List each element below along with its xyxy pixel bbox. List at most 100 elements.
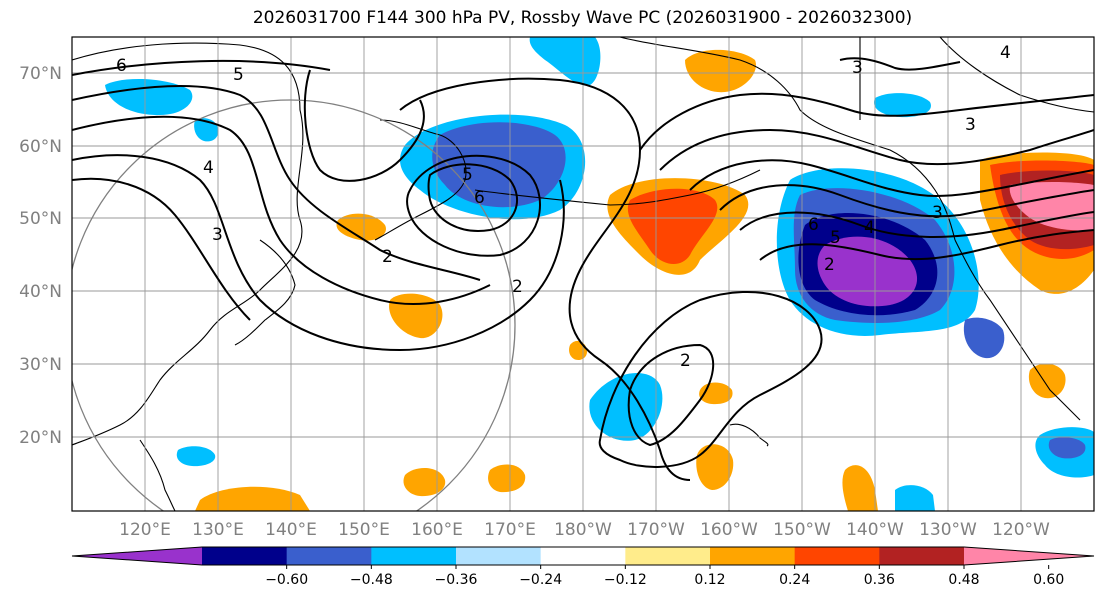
- lon-label: 180°W: [554, 520, 612, 540]
- shade-negative-small-5: [963, 317, 1005, 359]
- shade-negative-small-2: [105, 78, 193, 116]
- pv-contour: [719, 184, 1094, 218]
- lon-label: 120°W: [992, 520, 1050, 540]
- contour-label: 4: [203, 158, 214, 178]
- lon-label: 150°W: [773, 520, 831, 540]
- pv-contour: [399, 77, 691, 481]
- colorbar-tick-label: 0.24: [779, 572, 810, 588]
- lon-label: 170°W: [627, 520, 685, 540]
- lat-label: 40°N: [19, 282, 62, 302]
- pv-contour: [739, 211, 1094, 238]
- coastline-aleutians: [474, 169, 761, 206]
- lat-label: 60°N: [19, 137, 62, 157]
- shade-negative-small-1: [589, 373, 663, 441]
- reference-circle: [72, 99, 516, 511]
- lon-label: 170°E: [484, 520, 536, 540]
- shade-positive-small-6: [488, 464, 526, 493]
- shade-positive-small-8: [842, 465, 878, 511]
- contour-label: 3: [212, 225, 223, 245]
- lon-label: 130°E: [192, 520, 244, 540]
- colorbar-tick-label: −0.24: [519, 572, 562, 588]
- pv-contour: [759, 229, 1094, 261]
- shade-positive-small-7: [195, 486, 310, 511]
- coastline-kamchatka: [374, 119, 467, 241]
- pv-contour: [72, 59, 331, 76]
- colorbar-segment: [625, 547, 711, 565]
- colorbar-tick-label: −0.48: [350, 572, 393, 588]
- lon-label: 160°E: [411, 520, 463, 540]
- pv-contour: [659, 128, 1094, 171]
- coastline-na-west: [954, 239, 1081, 421]
- map-plot-area: 6 5 4 3 2 5 6 2 2 3 3 3 6 5 4 2 4: [72, 37, 1094, 511]
- shade-positive-small-5: [403, 468, 446, 497]
- shade-negative-small-8: [895, 485, 935, 511]
- contour-label: 5: [233, 65, 244, 85]
- longitude-labels: 120°E 130°E 140°E 150°E 160°E 170°E 180°…: [119, 520, 1050, 540]
- pv-contours: [72, 57, 1094, 481]
- shade-positive-small-4: [696, 444, 734, 490]
- contour-label: 3: [852, 58, 863, 78]
- pv-contour: [72, 84, 481, 281]
- contour-label: 5: [462, 165, 473, 185]
- pv-contour: [598, 291, 823, 468]
- contour-label: 5: [830, 228, 841, 248]
- colorbar-segment: [371, 547, 457, 565]
- pv-contour: [427, 163, 519, 232]
- colorbar-tick-label: 0.12: [694, 572, 725, 588]
- colorbar-tick-label: 0.36: [864, 572, 895, 588]
- colorbar: −0.60 −0.48 −0.36 −0.24 −0.12 0.12 0.24 0.36 0.4…: [71, 546, 1095, 588]
- colorbar-tick-label: −0.36: [435, 572, 478, 588]
- contour-label: 2: [512, 277, 523, 297]
- pv-contour: [406, 154, 541, 257]
- map-title: 2026031700 F144 300 hPa PV, Rossby Wave …: [252, 8, 913, 28]
- lat-label: 20°N: [19, 428, 62, 448]
- coastline-hawaii: [729, 423, 769, 447]
- pv-contour: [639, 92, 1094, 151]
- lon-label: 140°W: [846, 520, 904, 540]
- contour-label: 2: [824, 255, 835, 275]
- colorbar-segment: [964, 547, 1094, 565]
- contour-labels: 6 5 4 3 2 5 6 2 2 3 3 3 6 5 4 2 4: [116, 43, 1011, 371]
- colorbar-segment: [286, 547, 372, 565]
- contour-label: 4: [864, 218, 875, 238]
- contour-label: 6: [116, 56, 127, 76]
- colorbar-segment: [456, 547, 542, 565]
- shade-positive-small-1: [336, 213, 386, 241]
- pv-contour: [303, 69, 425, 182]
- shade-negative-mid: [432, 122, 566, 208]
- colorbar-segment: [202, 547, 288, 565]
- colorbar-outline: [71, 546, 1095, 566]
- lon-label: 130°W: [919, 520, 977, 540]
- pv-contour: [72, 177, 251, 321]
- lon-label: 150°E: [338, 520, 390, 540]
- contour-label: 3: [965, 115, 976, 135]
- shade-negative-purple: [817, 236, 918, 307]
- shade-negative-small-4: [874, 93, 931, 118]
- coastline-philippines: [139, 439, 176, 511]
- shade-negative-small-9: [176, 446, 216, 467]
- contour-label: 2: [680, 351, 691, 371]
- colorbar-segment: [72, 547, 202, 565]
- shade-positive-small-2: [389, 293, 443, 339]
- coastline-alaska: [619, 37, 956, 241]
- contour-label: 2: [382, 247, 393, 267]
- shade-negative-small-7: [1048, 437, 1086, 459]
- coastline-japan: [234, 239, 296, 346]
- latitude-labels: 70°N 60°N 50°N 40°N 30°N 20°N: [19, 64, 62, 448]
- map-frame: [71, 36, 1095, 512]
- colorbar-tick-label: 0.48: [948, 572, 979, 588]
- shade-positive-orange-2: [685, 49, 756, 93]
- lat-label: 50°N: [19, 209, 62, 229]
- pv-contour: [72, 154, 565, 352]
- colorbar-segment: [879, 547, 965, 565]
- colorbar-tick-label: −0.12: [604, 572, 647, 588]
- pv-contour: [627, 343, 715, 447]
- pv-contour: [72, 115, 491, 306]
- lon-label: 120°E: [119, 520, 171, 540]
- lon-label: 140°E: [265, 520, 317, 540]
- lat-label: 70°N: [19, 64, 62, 84]
- contour-label: 3: [932, 203, 943, 223]
- contour-label: 6: [474, 188, 485, 208]
- shading-layer: [105, 37, 1094, 511]
